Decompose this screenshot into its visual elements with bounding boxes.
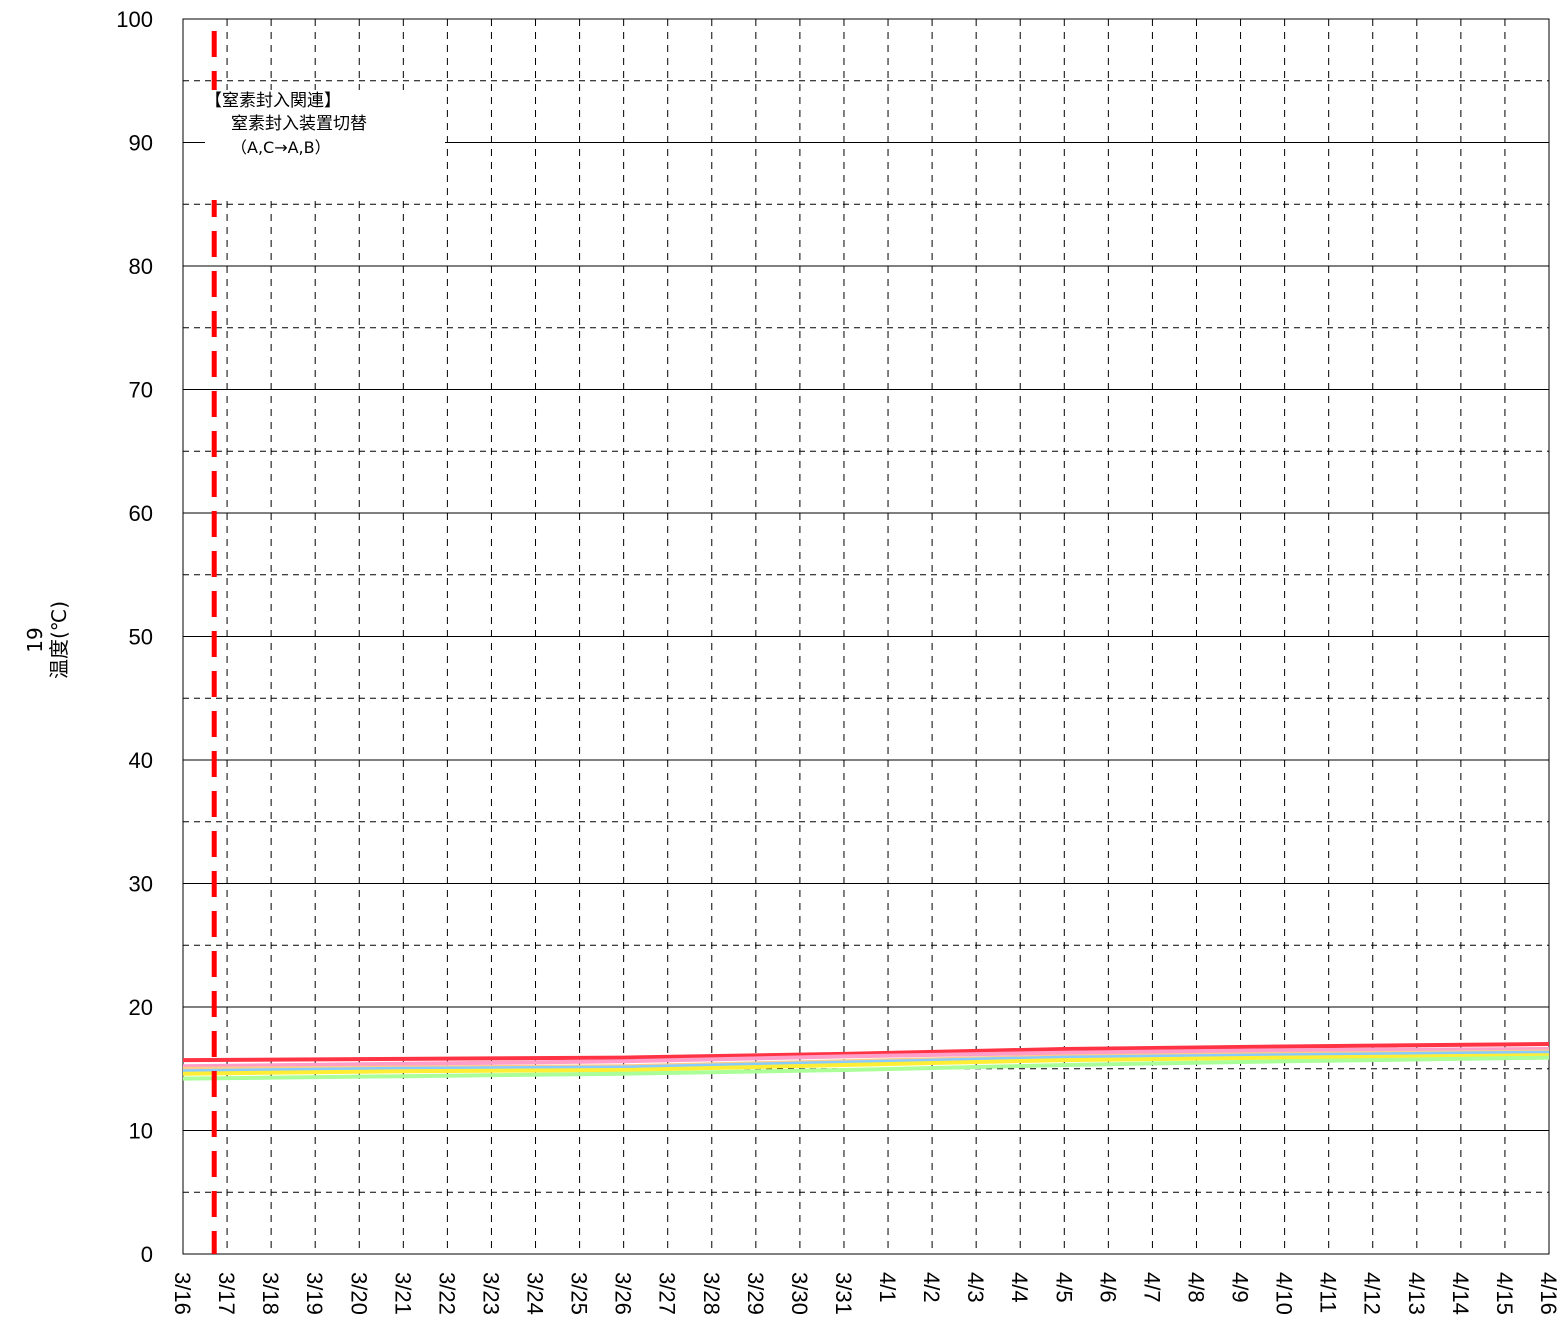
series-line	[182, 1053, 1550, 1076]
series-line	[182, 1042, 1550, 1063]
annotation-line: 窒素封入装置切替	[231, 114, 367, 134]
x-tick-label: 3/21	[390, 1272, 415, 1315]
x-tick-label: 4/4	[1007, 1272, 1032, 1303]
x-tick-label: 4/3	[963, 1272, 988, 1303]
x-tick-label: 4/13	[1404, 1272, 1429, 1315]
y-axis-extra-label: 19	[23, 627, 48, 653]
y-tick-label: 0	[141, 1242, 153, 1267]
y-tick-label: 100	[116, 7, 153, 32]
y-tick-label: 90	[129, 131, 153, 156]
x-tick-label: 3/31	[831, 1272, 856, 1315]
y-tick-label: 40	[129, 748, 153, 773]
x-tick-label: 3/16	[170, 1272, 195, 1315]
x-tick-label: 3/29	[743, 1272, 768, 1315]
x-tick-label: 3/26	[611, 1272, 636, 1315]
x-tick-label: 4/12	[1360, 1272, 1385, 1315]
y-axis-title: 温度(℃)	[47, 600, 72, 680]
x-tick-label: 4/9	[1228, 1272, 1253, 1303]
x-tick-label: 4/16	[1536, 1272, 1561, 1315]
x-tick-label: 3/17	[214, 1272, 239, 1315]
x-tick-label: 3/20	[346, 1272, 371, 1315]
y-tick-label: 30	[129, 872, 153, 897]
x-tick-label: 4/14	[1448, 1272, 1473, 1315]
series-line	[182, 1047, 1550, 1069]
x-tick-label: 4/11	[1316, 1272, 1341, 1313]
y-tick-label: 60	[129, 501, 153, 526]
x-tick-label: 3/28	[699, 1272, 724, 1315]
x-tick-label: 3/25	[567, 1272, 592, 1315]
y-tick-label: 70	[129, 378, 153, 403]
x-tick-label: 3/19	[302, 1272, 327, 1315]
x-tick-label: 3/22	[434, 1272, 459, 1315]
x-tick-label: 4/1	[875, 1272, 900, 1303]
y-tick-label: 20	[129, 995, 153, 1020]
annotation-heading: 【窒素封入関連】	[205, 91, 341, 111]
y-tick-label: 50	[129, 625, 153, 650]
x-tick-label: 3/23	[478, 1272, 503, 1315]
y-tick-label: 10	[129, 1119, 153, 1144]
annotation-line: （A,C→A,B）	[231, 138, 331, 157]
x-tick-label: 3/24	[523, 1272, 548, 1315]
annotation-box: 【窒素封入関連】 窒素封入装置切替 （A,C→A,B）	[205, 90, 445, 200]
x-tick-label: 4/2	[919, 1272, 944, 1303]
series-line	[182, 1050, 1550, 1074]
x-tick-label: 3/30	[787, 1272, 812, 1315]
x-tick-label: 3/18	[258, 1272, 283, 1315]
x-tick-label: 4/10	[1272, 1272, 1297, 1315]
x-tick-label: 4/5	[1051, 1272, 1076, 1303]
y-tick-label: 80	[129, 254, 153, 279]
series-line	[182, 1055, 1550, 1081]
x-tick-label: 4/7	[1139, 1272, 1164, 1303]
y-axis-label: 19 温度(℃)	[12, 580, 82, 700]
x-tick-label: 4/8	[1183, 1272, 1208, 1303]
x-tick-label: 4/15	[1492, 1272, 1517, 1315]
x-tick-label: 3/27	[655, 1272, 680, 1315]
x-tick-label: 4/6	[1095, 1272, 1120, 1303]
